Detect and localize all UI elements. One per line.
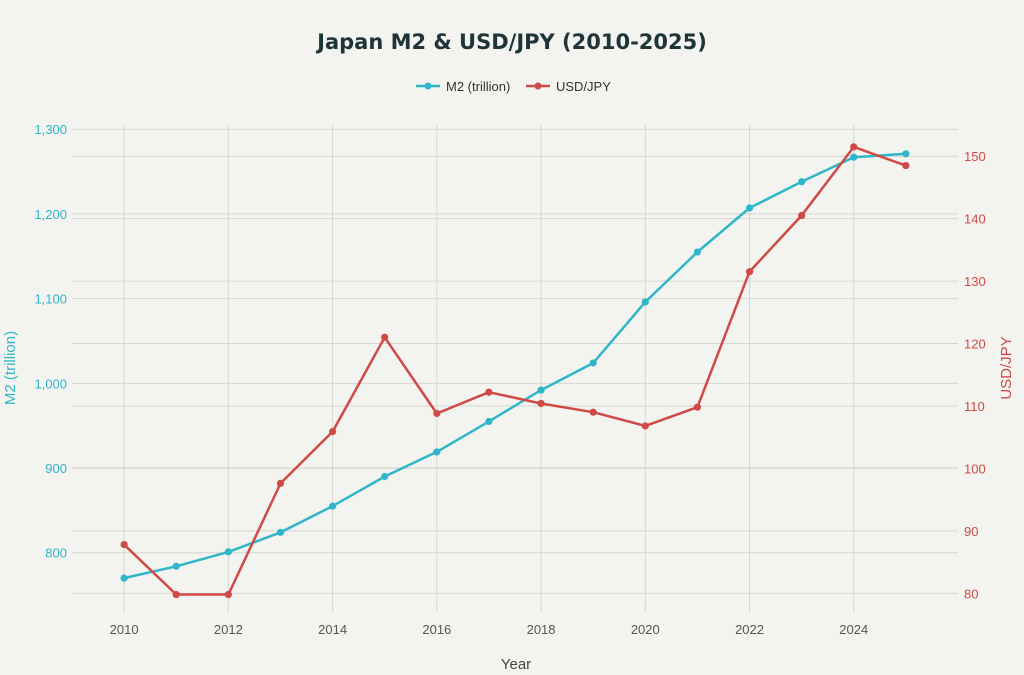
- data-point-m2[interactable]: [589, 359, 597, 367]
- data-point-m2[interactable]: [328, 502, 337, 510]
- data-point-m2[interactable]: [902, 150, 910, 158]
- data-point-m2[interactable]: [798, 178, 806, 186]
- legend-label-usdjpy: USD/JPY: [556, 79, 611, 94]
- legend: M2 (trillion) USD/JPY: [416, 79, 611, 94]
- data-point-usdjpy[interactable]: [850, 143, 858, 151]
- right-tick-label: 90: [964, 524, 978, 539]
- right-tick-label: 130: [964, 274, 986, 289]
- left-tick-label: 1,300: [34, 122, 67, 137]
- x-tick-label: 2022: [735, 622, 764, 637]
- data-point-m2[interactable]: [485, 417, 493, 426]
- data-point-usdjpy[interactable]: [120, 540, 128, 549]
- x-tick-label: 2012: [214, 622, 243, 637]
- data-point-usdjpy[interactable]: [485, 388, 493, 396]
- x-tick-label: 2014: [318, 622, 347, 637]
- right-tick-label: 140: [964, 212, 986, 227]
- data-point-usdjpy[interactable]: [589, 408, 597, 416]
- left-axis-title: M2 (trillion): [2, 331, 19, 405]
- right-tick-label: 80: [964, 586, 978, 601]
- data-point-m2[interactable]: [693, 248, 702, 256]
- data-point-m2[interactable]: [537, 386, 545, 394]
- data-point-m2[interactable]: [381, 472, 389, 481]
- gridlines: [72, 125, 958, 612]
- left-tick-label: 1,100: [34, 292, 67, 307]
- right-tick-label: 100: [964, 461, 986, 476]
- x-tick-label: 2018: [527, 622, 556, 637]
- data-point-m2[interactable]: [172, 562, 180, 570]
- series-line-m2: [123, 152, 906, 580]
- x-tick-label: 2020: [631, 622, 660, 637]
- left-tick-label: 800: [45, 546, 67, 561]
- tick-labels: 2010 2012 2014 2016 2018 2020 2022 2024 800 900 1,…: [34, 122, 985, 637]
- data-point-usdjpy[interactable]: [224, 590, 232, 599]
- x-axis-title: Year: [501, 656, 531, 673]
- data-point-m2[interactable]: [276, 528, 285, 536]
- data-point-m2[interactable]: [433, 448, 441, 456]
- legend-label-m2: M2 (trillion): [446, 79, 510, 94]
- data-point-usdjpy[interactable]: [745, 268, 754, 276]
- right-tick-label: 120: [964, 337, 986, 352]
- data-point-usdjpy[interactable]: [172, 590, 180, 599]
- right-tick-label: 150: [964, 149, 986, 164]
- data-point-usdjpy[interactable]: [433, 409, 441, 418]
- data-point-m2[interactable]: [224, 548, 232, 556]
- data-point-usdjpy[interactable]: [381, 333, 389, 341]
- series-line-usdjpy: [123, 145, 907, 596]
- series: [120, 143, 910, 599]
- right-axis-title: USD/JPY: [998, 336, 1015, 399]
- right-tick-label: 110: [964, 399, 985, 414]
- data-point-usdjpy[interactable]: [328, 427, 337, 436]
- legend-marker-usdjpy: [534, 82, 542, 90]
- x-tick-label: 2024: [839, 622, 868, 637]
- data-point-m2[interactable]: [745, 204, 754, 212]
- left-tick-label: 1,200: [34, 207, 67, 222]
- data-point-m2[interactable]: [641, 298, 649, 306]
- legend-item-m2[interactable]: M2 (trillion): [416, 79, 510, 94]
- data-point-m2[interactable]: [120, 574, 128, 582]
- left-tick-label: 1,000: [34, 376, 67, 391]
- chart-title: Japan M2 & USD/JPY (2010-2025): [315, 30, 707, 54]
- x-tick-label: 2016: [422, 622, 451, 637]
- data-point-usdjpy[interactable]: [276, 479, 285, 487]
- data-point-usdjpy[interactable]: [798, 211, 806, 220]
- data-point-usdjpy[interactable]: [902, 161, 910, 170]
- x-tick-label: 2010: [110, 622, 139, 637]
- data-point-usdjpy[interactable]: [537, 399, 545, 408]
- legend-marker-m2: [424, 82, 432, 90]
- data-point-usdjpy[interactable]: [693, 403, 702, 411]
- legend-item-usdjpy[interactable]: USD/JPY: [526, 79, 611, 94]
- data-point-m2[interactable]: [850, 153, 858, 161]
- left-tick-label: 900: [45, 461, 67, 476]
- data-point-usdjpy[interactable]: [641, 422, 649, 430]
